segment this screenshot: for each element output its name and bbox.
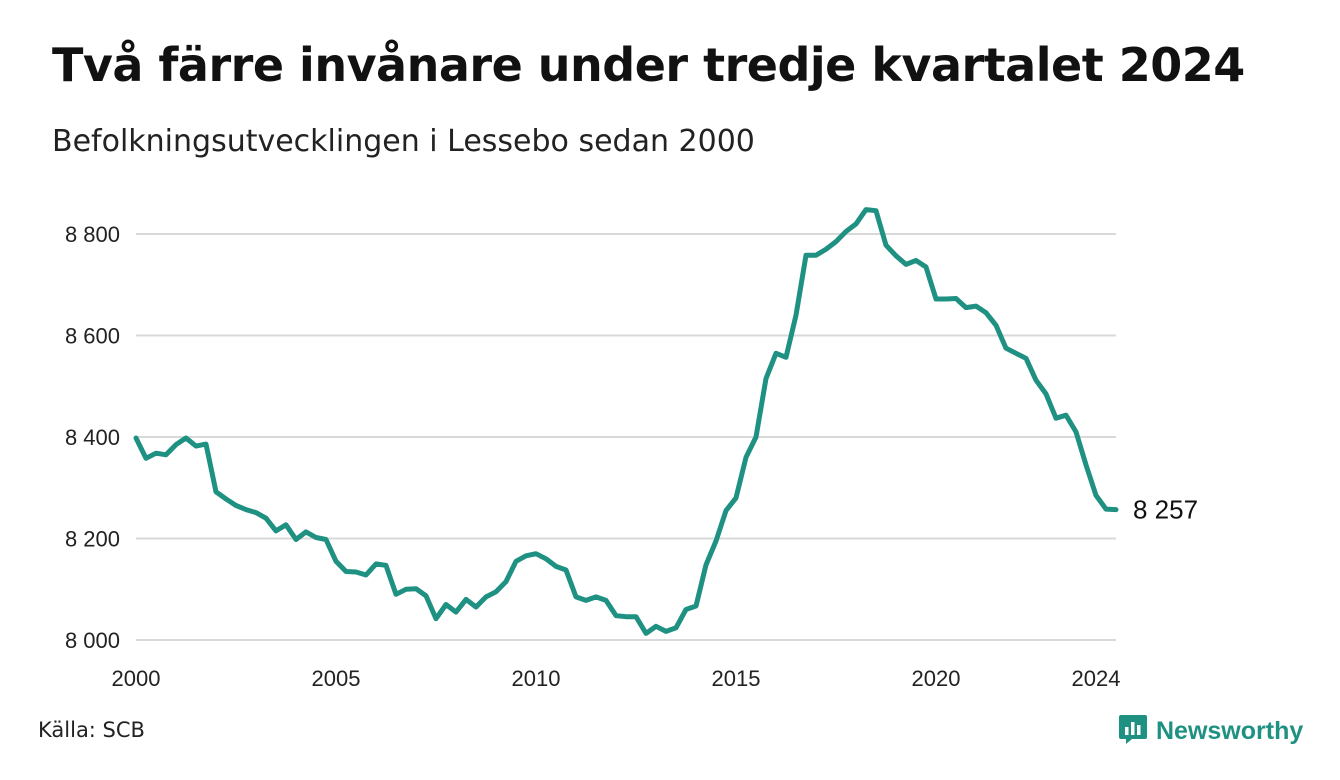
x-tick-label: 2020 [912,666,961,691]
series-layer [133,207,1119,636]
brand-name: Newsworthy [1156,716,1304,745]
y-tick-label: 8 800 [65,222,120,247]
x-tick-label: 2010 [512,666,561,691]
y-tick-label: 8 000 [65,628,120,653]
x-axis-ticks: 2000 2005 2010 2015 2020 2024 [112,666,1121,691]
population-line [133,207,1119,636]
x-tick-label: 2015 [712,666,761,691]
x-tick-label: 2000 [112,666,161,691]
gridlines [136,233,1116,641]
y-axis-ticks: 8 000 8 200 8 400 8 600 8 800 [65,222,120,653]
chart-title: Två färre invånare under tredje kvartale… [52,38,1245,92]
chart-subtitle: Befolkningsutvecklingen i Lessebo sedan … [52,124,755,159]
y-tick-label: 8 600 [65,324,120,349]
newsworthy-logo-icon [1118,713,1148,749]
end-value-label: 8 257 [1133,495,1198,525]
annotation-layer: 8 257 [1133,495,1198,525]
y-tick-label: 8 200 [65,527,120,552]
y-tick-label: 8 400 [65,425,120,450]
brand[interactable]: Newsworthy [1118,713,1303,749]
x-tick-label: 2005 [312,666,361,691]
x-tick-label: 2024 [1072,666,1121,691]
source-note: Källa: SCB [38,718,145,742]
